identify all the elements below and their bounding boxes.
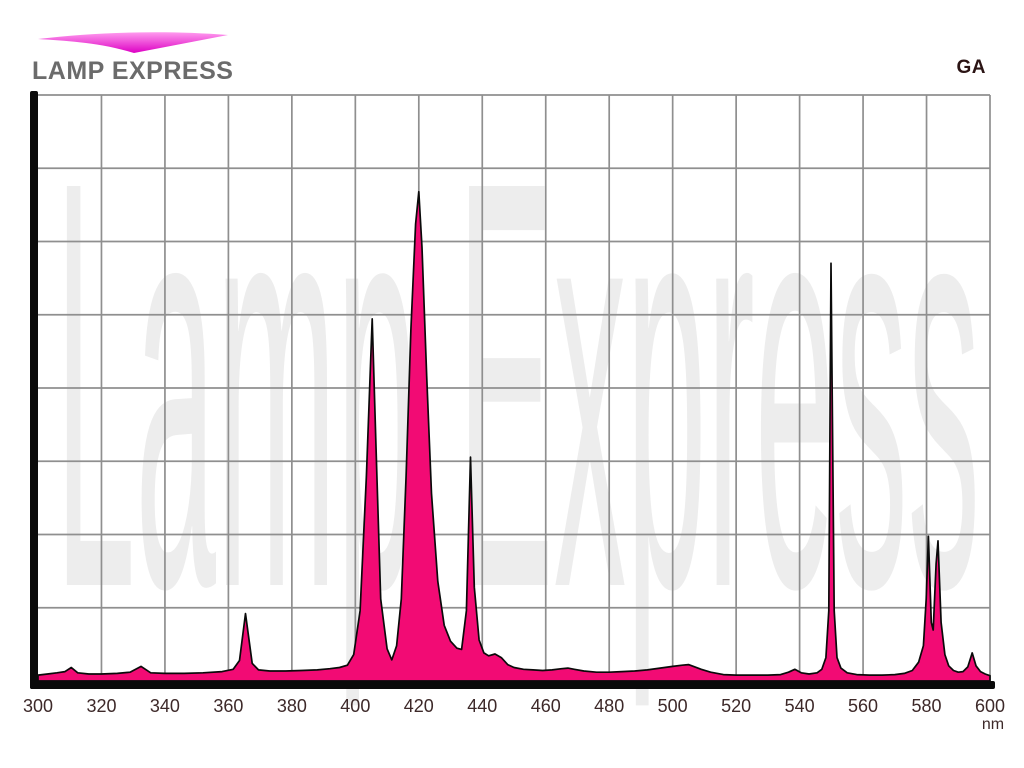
x-axis-bar (30, 681, 995, 689)
x-tick-label: 320 (86, 696, 116, 716)
watermark-text: Lamp Express (55, 60, 980, 712)
swoosh-shape (38, 32, 228, 53)
x-tick-label: 460 (531, 696, 561, 716)
x-tick-label: 500 (658, 696, 688, 716)
x-tick-label: 580 (912, 696, 942, 716)
x-tick-label: 300 (23, 696, 53, 716)
x-tick-label: 420 (404, 696, 434, 716)
x-axis-unit-label: nm (982, 716, 1004, 733)
x-tick-label: 560 (848, 696, 878, 716)
x-tick-label: 360 (213, 696, 243, 716)
x-tick-label: 480 (594, 696, 624, 716)
x-tick-label: 520 (721, 696, 751, 716)
spectrum-area (37, 190, 991, 682)
y-axis-bar (30, 91, 38, 689)
logo-text: LAMP EXPRESS (32, 57, 234, 85)
corner-label: GA (956, 57, 986, 78)
x-tick-label: 380 (277, 696, 307, 716)
x-tick-label: 400 (340, 696, 370, 716)
x-tick-label: 340 (150, 696, 180, 716)
logo-swoosh-icon (38, 32, 228, 53)
x-tick-label: 600 (975, 696, 1005, 716)
x-tick-label: 540 (785, 696, 815, 716)
logo: LAMP EXPRESS (32, 30, 233, 86)
x-tick-label: 440 (467, 696, 497, 716)
